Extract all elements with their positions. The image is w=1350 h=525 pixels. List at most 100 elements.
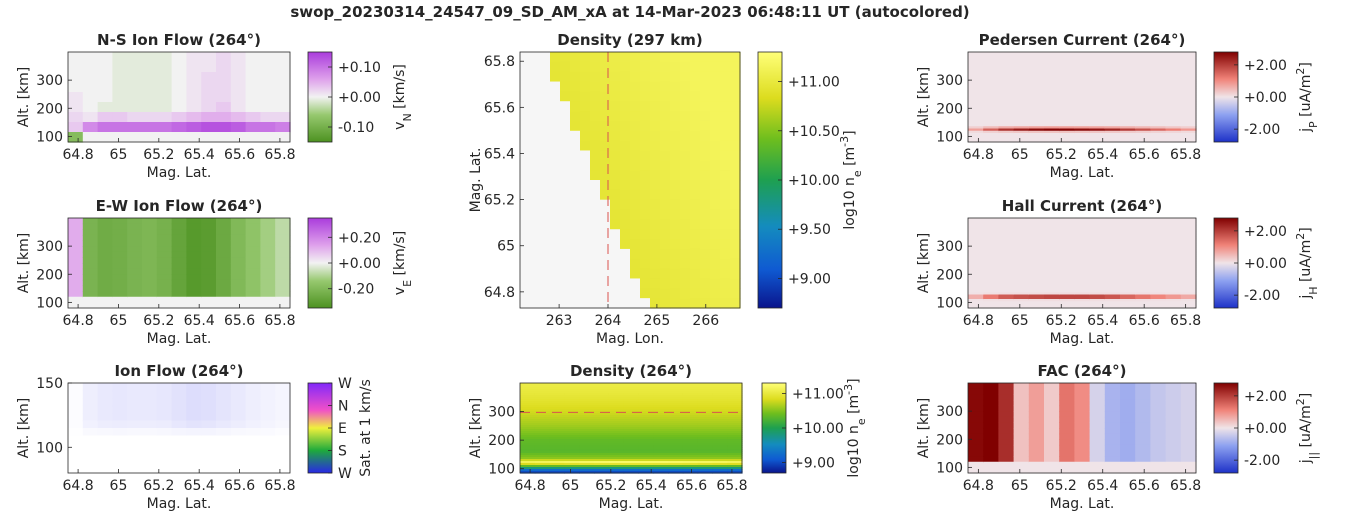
heatmap-cell (998, 222, 1015, 226)
heatmap-cell (534, 409, 551, 412)
heatmap-cell (549, 393, 565, 396)
heatmap-cell (1135, 119, 1151, 123)
heatmap-cell (549, 449, 565, 452)
heatmap-cell (594, 425, 610, 428)
heatmap-cell (1059, 139, 1075, 143)
heatmap-cell (1089, 133, 1106, 136)
x-tick-label: 65.2 (1046, 313, 1077, 329)
heatmap-cell (620, 229, 631, 240)
heatmap-cell (720, 209, 731, 220)
heatmap-cell (730, 229, 741, 240)
heatmap-cell (712, 453, 728, 456)
heatmap-cell (1150, 79, 1167, 82)
heatmap-cell (727, 407, 743, 410)
heatmap-cell (1089, 61, 1106, 64)
heatmap-cell (1044, 247, 1060, 251)
heatmap-cell (1074, 130, 1091, 134)
heatmap-cell (1120, 428, 1136, 435)
heatmap-cell (1165, 106, 1182, 109)
heatmap-cell (720, 239, 731, 250)
heatmap-cell (1104, 128, 1121, 132)
heatmap-cell (998, 67, 1015, 71)
heatmap-cell (534, 407, 551, 410)
heatmap-cell (680, 160, 691, 171)
heatmap-cell (1044, 444, 1060, 452)
heatmap-cell (697, 461, 713, 464)
heatmap-cell (1059, 79, 1075, 82)
heatmap-cell (1089, 290, 1106, 293)
heatmap-cell (534, 431, 551, 434)
heatmap-cell (97, 435, 113, 444)
heatmap-cell (1180, 231, 1197, 235)
heatmap-cell (590, 268, 601, 280)
heatmap-cell (1074, 267, 1091, 271)
heatmap-cell (638, 403, 654, 406)
heatmap-cell (968, 450, 984, 457)
heatmap-cell (1165, 274, 1182, 278)
heatmap-cell (245, 285, 261, 292)
heatmap-cell (712, 437, 728, 440)
heatmap-cell (68, 458, 84, 467)
heatmap-cell (1150, 467, 1167, 474)
heatmap-cell (127, 458, 143, 467)
heatmap-cell (712, 383, 728, 386)
heatmap-cell (590, 130, 601, 142)
heatmap-cell (540, 288, 551, 299)
heatmap-cell (682, 465, 699, 468)
heatmap-cell (1074, 456, 1091, 463)
heatmap-cell (594, 415, 610, 418)
heatmap-cell (1120, 267, 1136, 271)
heatmap-cell (68, 398, 84, 407)
heatmap-cell (727, 451, 743, 454)
heatmap-cell (1013, 274, 1030, 278)
heatmap-cell (1180, 272, 1197, 275)
heatmap-cell (1089, 58, 1106, 62)
heatmap-cell (594, 423, 610, 426)
heatmap-cell (1089, 263, 1106, 266)
heatmap-cell (520, 427, 536, 430)
heatmap-cell (690, 288, 701, 299)
heatmap-cell (97, 458, 113, 467)
heatmap-cell (1135, 296, 1151, 300)
heatmap-cell (112, 218, 128, 225)
heatmap-cell (186, 72, 202, 83)
heatmap-cell (540, 219, 551, 230)
heatmap-cell (712, 439, 728, 442)
heatmap-cell (1165, 218, 1182, 221)
heatmap-cell (245, 257, 261, 264)
heatmap-cell (216, 92, 232, 103)
heatmap-cell (983, 218, 999, 221)
heatmap-cell (112, 251, 128, 258)
heatmap-cell (668, 407, 684, 410)
heatmap-cell (560, 71, 571, 83)
heatmap-cell (600, 239, 611, 250)
heatmap-cell (112, 246, 128, 253)
plot-frame (967, 382, 1197, 474)
heatmap-cell (983, 231, 999, 235)
heatmap-cell (112, 398, 128, 407)
heatmap-cell (680, 170, 691, 181)
heatmap-cell (127, 302, 143, 309)
heatmap-cell (1074, 281, 1091, 284)
heatmap-cell (1120, 74, 1136, 78)
heatmap-cell (983, 267, 999, 271)
heatmap-cell (1135, 108, 1151, 112)
heatmap-cell (1120, 218, 1136, 221)
heatmap-cell (186, 268, 202, 275)
heatmap-cell (608, 395, 625, 398)
heatmap-cell (275, 62, 291, 73)
heatmap-cell (998, 130, 1015, 134)
heatmap-cell (594, 397, 610, 400)
heatmap-cell (1120, 422, 1136, 429)
heatmap-cell (600, 130, 611, 142)
heatmap-cell (710, 170, 721, 181)
heatmap-cell (550, 120, 561, 132)
heatmap-cell (594, 463, 610, 466)
heatmap-cell (1013, 99, 1030, 103)
heatmap-cell (983, 450, 999, 457)
heatmap-cell (579, 441, 595, 444)
heatmap-cell (1044, 115, 1060, 118)
heatmap-cell (1104, 133, 1121, 136)
heatmap-cell (1089, 433, 1106, 440)
heatmap-cell (580, 130, 591, 142)
